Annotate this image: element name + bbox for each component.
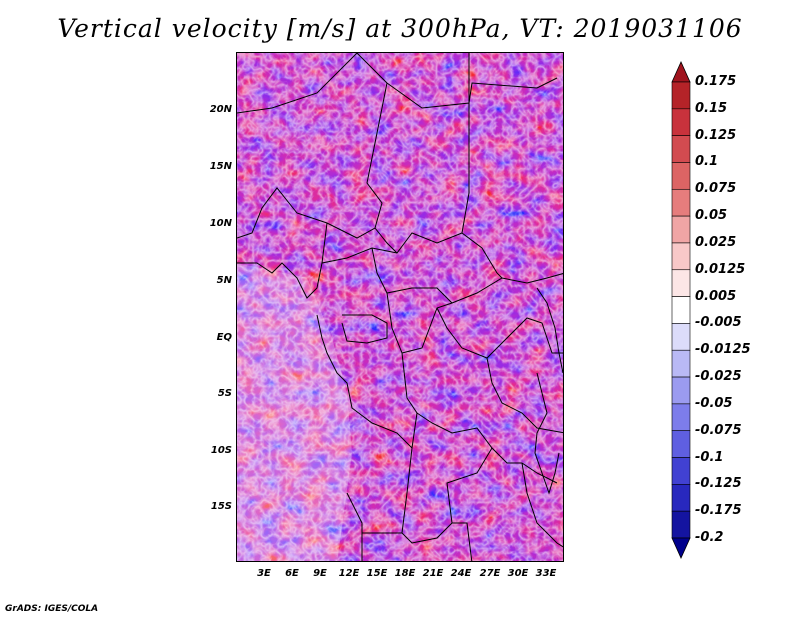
colorbar-label: 0.125 bbox=[695, 127, 737, 143]
lat-tick-label: 15S bbox=[210, 501, 232, 512]
colorbar-label: 0.005 bbox=[695, 288, 737, 304]
colorbar-segment bbox=[671, 430, 691, 458]
colorbar-segment bbox=[671, 81, 691, 110]
colorbar-segment bbox=[671, 457, 691, 485]
colorbar-label: 0.05 bbox=[695, 208, 728, 224]
colorbar-label: -0.125 bbox=[695, 476, 742, 492]
colorbar-segment bbox=[671, 323, 691, 351]
colorbar-label: -0.005 bbox=[695, 315, 742, 331]
colorbar-label: -0.05 bbox=[695, 395, 733, 411]
lon-tick-label: 12E bbox=[338, 568, 360, 579]
colorbar-segment bbox=[671, 510, 691, 539]
lon-tick-label: 9E bbox=[313, 568, 327, 579]
colorbar-segment bbox=[671, 215, 691, 244]
colorbar-segment bbox=[671, 188, 691, 217]
colorbar-label: 0.0125 bbox=[695, 261, 746, 277]
colorbar-top-triangle bbox=[671, 61, 691, 83]
colorbar-label: -0.075 bbox=[695, 422, 742, 438]
country-borders bbox=[237, 53, 563, 561]
colorbar-label: -0.2 bbox=[695, 530, 724, 545]
colorbar-label: -0.0125 bbox=[695, 342, 751, 358]
lat-tick-label: 15N bbox=[209, 161, 232, 172]
lat-tick-label: EQ bbox=[216, 332, 232, 343]
lat-tick-label: 5N bbox=[216, 275, 232, 286]
lat-tick-label: 5S bbox=[217, 388, 232, 399]
lon-tick-label: 27E bbox=[479, 568, 501, 579]
colorbar-segment bbox=[671, 403, 691, 432]
lat-tick-label: 20N bbox=[209, 104, 232, 115]
lat-tick-label: 10N bbox=[209, 218, 232, 229]
lon-tick-label: 3E bbox=[257, 568, 271, 579]
colorbar-segment bbox=[671, 296, 691, 324]
chart-title: Vertical velocity [m/s] at 300hPa, VT: 2… bbox=[57, 14, 743, 43]
colorbar-bottom-triangle bbox=[671, 537, 691, 559]
colorbar-segment bbox=[671, 135, 691, 163]
colorbar-label: 0.1 bbox=[695, 154, 719, 170]
lon-tick-label: 24E bbox=[450, 568, 472, 579]
colorbar-segment bbox=[671, 376, 691, 405]
colorbar bbox=[671, 61, 691, 559]
colorbar-label: 0.075 bbox=[695, 181, 737, 197]
footer-credit: GrADS: IGES/COLA bbox=[5, 604, 99, 614]
ocean-zone bbox=[237, 263, 352, 561]
colorbar-segment bbox=[671, 269, 691, 297]
lon-tick-label: 30E bbox=[507, 568, 529, 579]
lon-tick-label: 21E bbox=[422, 568, 444, 579]
colorbar-label: 0.025 bbox=[695, 234, 737, 250]
colorbar-segment bbox=[671, 349, 691, 378]
lon-tick-label: 33E bbox=[535, 568, 557, 579]
colorbar-label: 0.15 bbox=[695, 100, 728, 116]
lon-tick-label: 18E bbox=[394, 568, 416, 579]
colorbar-segment bbox=[671, 108, 691, 136]
colorbar-label: -0.175 bbox=[695, 503, 742, 519]
lat-tick-label: 10S bbox=[210, 445, 232, 456]
lon-tick-label: 6E bbox=[285, 568, 299, 579]
colorbar-segment bbox=[671, 242, 691, 271]
colorbar-label: -0.1 bbox=[695, 449, 724, 465]
colorbar-label: 0.175 bbox=[695, 74, 737, 89]
colorbar-label: -0.025 bbox=[695, 369, 742, 385]
velocity-speckle bbox=[237, 53, 563, 561]
velocity-map bbox=[236, 52, 564, 562]
colorbar-segment bbox=[671, 484, 691, 512]
colorbar-segment bbox=[671, 162, 691, 190]
lon-tick-label: 15E bbox=[366, 568, 388, 579]
